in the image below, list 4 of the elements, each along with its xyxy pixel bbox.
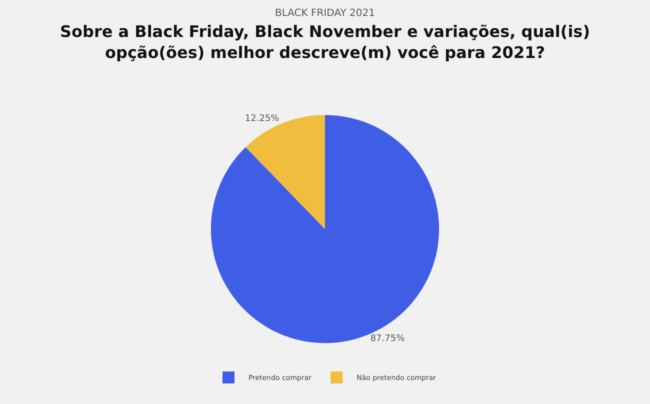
data-label: 87.75%: [370, 334, 406, 344]
chart-title: Sobre a Black Friday, Black November e variações, qual(is) opção(ões) melhor descreve(m) você para 2021?: [60, 22, 590, 62]
data-label: 12.25%: [244, 114, 280, 124]
chart-subtitle: BLACK FRIDAY 2021: [274, 8, 376, 20]
